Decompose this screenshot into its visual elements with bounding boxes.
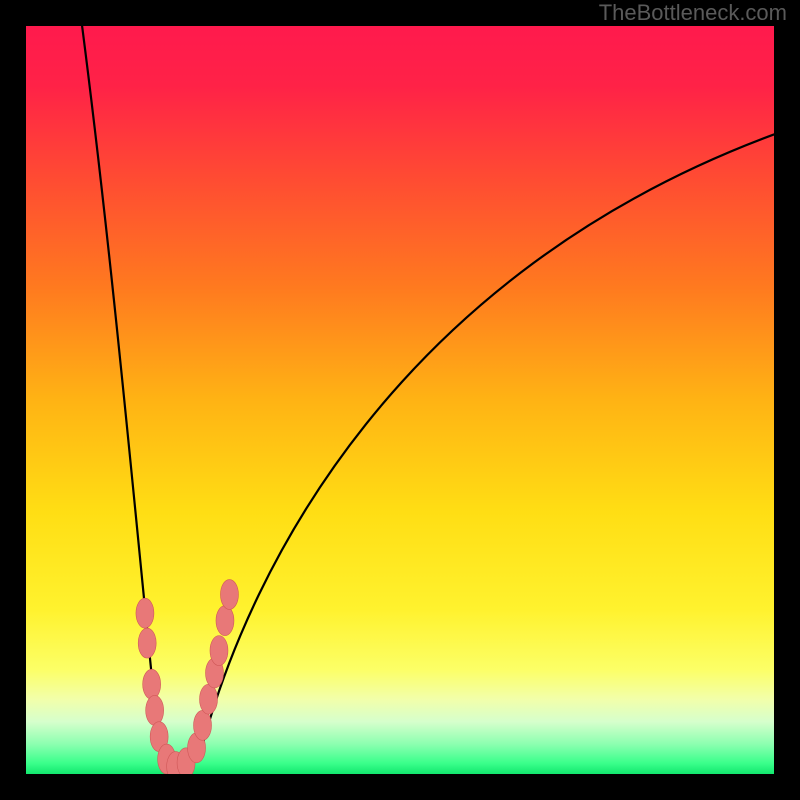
- data-marker: [210, 636, 228, 666]
- data-marker: [200, 684, 218, 714]
- bottleneck-curve: [82, 26, 774, 767]
- data-marker: [136, 598, 154, 628]
- data-marker: [138, 628, 156, 658]
- data-marker: [194, 710, 212, 740]
- data-marker: [216, 606, 234, 636]
- data-marker: [143, 669, 161, 699]
- curve-overlay: [26, 26, 774, 774]
- chart-container: TheBottleneck.com: [0, 0, 800, 800]
- plot-area: [26, 26, 774, 774]
- data-marker: [220, 580, 238, 610]
- data-marker: [146, 695, 164, 725]
- watermark-label: TheBottleneck.com: [599, 0, 787, 26]
